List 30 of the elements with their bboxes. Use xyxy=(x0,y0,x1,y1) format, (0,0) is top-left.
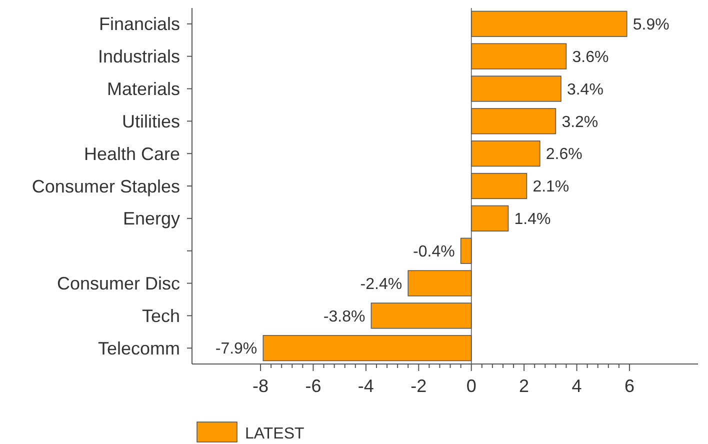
y-tick-label: Consumer Disc xyxy=(56,274,180,294)
x-tick-label: -6 xyxy=(305,376,322,396)
y-tick-label: Financials xyxy=(98,14,180,34)
data-label: 2.1% xyxy=(532,178,570,196)
x-tick-label: -8 xyxy=(252,376,269,396)
data-label: -0.4% xyxy=(413,243,455,260)
x-tick-label: 4 xyxy=(572,376,582,396)
y-tick-label: Tech xyxy=(142,306,180,326)
y-tick-label: Industrials xyxy=(98,46,180,67)
y-tick-label: Utilities xyxy=(122,111,180,132)
y-tick-label: Health Care xyxy=(84,144,180,164)
data-label: -7.9% xyxy=(215,340,258,358)
x-tick-label: -2 xyxy=(410,376,427,396)
data-label: 5.9% xyxy=(632,16,670,34)
x-tick-label: 6 xyxy=(624,376,634,396)
data-label: 3.2% xyxy=(562,114,598,131)
data-label: 1.4% xyxy=(514,211,551,228)
data-label: -3.8% xyxy=(323,308,366,326)
legend-label: LATEST xyxy=(245,425,304,442)
data-label: 3.4% xyxy=(566,81,604,98)
y-tick-label: Materials xyxy=(106,79,180,100)
data-label: 3.6% xyxy=(572,48,609,66)
data-label: 2.6% xyxy=(546,146,582,164)
y-tick-label: Energy xyxy=(122,208,180,229)
x-tick-label: -4 xyxy=(358,376,374,396)
y-tick-label: Telecomm xyxy=(98,338,180,358)
data-label: -2.4% xyxy=(360,276,402,293)
y-tick-label: Consumer Staples xyxy=(32,176,180,196)
x-tick-label: 0 xyxy=(466,376,476,396)
x-tick-label: 2 xyxy=(519,376,530,396)
